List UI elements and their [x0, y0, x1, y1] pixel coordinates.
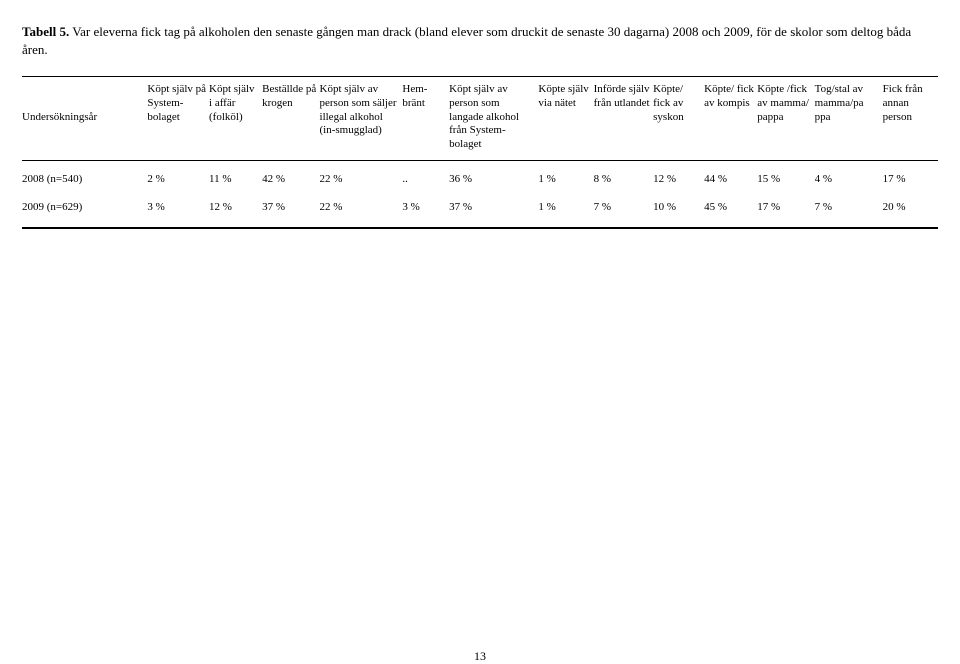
data-cell: 22 % — [320, 160, 403, 189]
data-cell: 7 % — [815, 189, 883, 228]
table-row: 2008 (n=540)2 %11 %42 %22 %..36 %1 %8 %1… — [22, 160, 938, 189]
page-container: Tabell 5. Var eleverna fick tag på alkoh… — [0, 0, 960, 664]
column-header: Införde själv från utlandet — [594, 79, 654, 160]
page-number: 13 — [22, 649, 938, 664]
data-cell: 15 % — [757, 160, 814, 189]
column-header: Köpt själv i affär (folköl) — [209, 79, 262, 160]
column-header: Beställde på krogen — [262, 79, 319, 160]
column-header: Köpte själv via nätet — [538, 79, 593, 160]
table-wrapper: Undersökningsår Köpt själv på System-bol… — [22, 76, 938, 229]
data-cell: 37 % — [449, 189, 538, 228]
column-header: Köpte/ fick av syskon — [653, 79, 704, 160]
row-header-label: Undersökningsår — [22, 79, 147, 160]
row-label: 2009 (n=629) — [22, 189, 147, 228]
column-header: Köpte/ fick av kompis — [704, 79, 757, 160]
data-cell: 17 % — [883, 160, 938, 189]
data-cell: 12 % — [653, 160, 704, 189]
data-cell: 3 % — [147, 189, 209, 228]
table-row: 2009 (n=629)3 %12 %37 %22 %3 %37 %1 %7 %… — [22, 189, 938, 228]
title-rest: Var eleverna fick tag på alkoholen den s… — [22, 24, 911, 57]
data-cell: .. — [402, 160, 449, 189]
column-header: Tog/stal av mamma/pa ppa — [815, 79, 883, 160]
data-cell: 12 % — [209, 189, 262, 228]
header-row: Undersökningsår Köpt själv på System-bol… — [22, 79, 938, 160]
column-header: Fick från annan person — [883, 79, 938, 160]
column-header: Köpt själv av person som säljer illegal … — [320, 79, 403, 160]
data-table: Undersökningsår Köpt själv på System-bol… — [22, 79, 938, 228]
table-title: Tabell 5. Var eleverna fick tag på alkoh… — [22, 23, 938, 58]
data-cell: 4 % — [815, 160, 883, 189]
data-cell: 42 % — [262, 160, 319, 189]
column-header: Köpt själv av person som langade alkohol… — [449, 79, 538, 160]
data-cell: 37 % — [262, 189, 319, 228]
title-bold: Tabell 5. — [22, 24, 69, 39]
data-cell: 7 % — [594, 189, 654, 228]
data-cell: 22 % — [320, 189, 403, 228]
data-cell: 1 % — [538, 189, 593, 228]
data-cell: 10 % — [653, 189, 704, 228]
data-cell: 1 % — [538, 160, 593, 189]
data-cell: 44 % — [704, 160, 757, 189]
table-head: Undersökningsår Köpt själv på System-bol… — [22, 79, 938, 160]
column-header: Köpte /fick av mamma/ pappa — [757, 79, 814, 160]
data-cell: 45 % — [704, 189, 757, 228]
data-cell: 20 % — [883, 189, 938, 228]
table-body: 2008 (n=540)2 %11 %42 %22 %..36 %1 %8 %1… — [22, 160, 938, 227]
data-cell: 11 % — [209, 160, 262, 189]
data-cell: 8 % — [594, 160, 654, 189]
row-label: 2008 (n=540) — [22, 160, 147, 189]
data-cell: 36 % — [449, 160, 538, 189]
data-cell: 17 % — [757, 189, 814, 228]
column-header: Hem-bränt — [402, 79, 449, 160]
data-cell: 2 % — [147, 160, 209, 189]
data-cell: 3 % — [402, 189, 449, 228]
column-header: Köpt själv på System-bolaget — [147, 79, 209, 160]
